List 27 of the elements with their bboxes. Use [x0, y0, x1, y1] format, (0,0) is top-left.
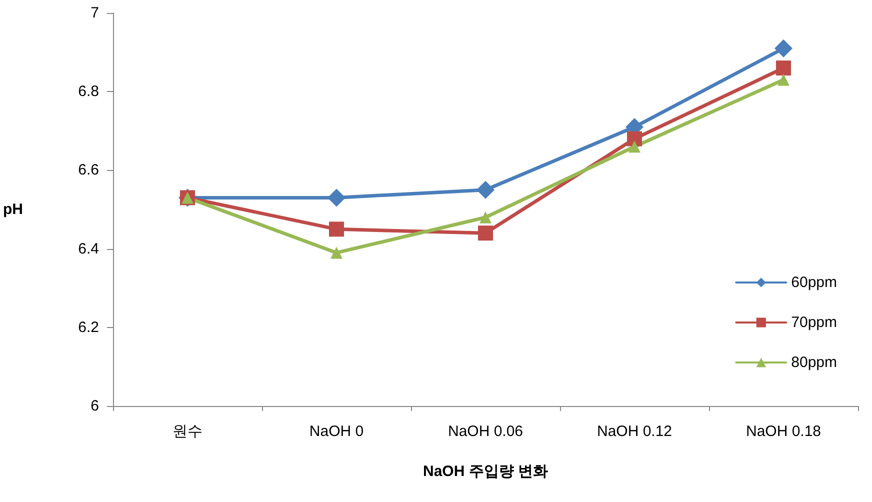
- x-axis-title: NaOH 주입량 변화: [422, 463, 548, 480]
- x-tick-label: NaOH 0: [309, 423, 364, 440]
- y-tick-label: 7: [90, 4, 99, 22]
- x-tick-label: 원수: [172, 423, 202, 440]
- x-tick-label: NaOH 0.18: [746, 423, 822, 440]
- point: [480, 211, 492, 224]
- point: [330, 246, 342, 259]
- legend-label: 60ppm: [791, 274, 838, 291]
- point: [476, 180, 494, 199]
- y-tick-label: 6.4: [78, 240, 99, 258]
- point: [774, 39, 792, 58]
- y-tick-label: 6.6: [78, 162, 99, 179]
- y-axis-title: pH: [2, 201, 23, 218]
- legend-label: 80ppm: [791, 354, 838, 371]
- point: [627, 131, 642, 146]
- x-tick-label: NaOH 0.12: [596, 423, 672, 440]
- point: [778, 74, 790, 86]
- y-tick-label: 6: [90, 398, 99, 414]
- y-tick-label: 6.2: [78, 318, 99, 336]
- legend-label: 70ppm: [791, 314, 838, 331]
- y-tick-label: 6.8: [78, 83, 99, 100]
- point: [328, 222, 344, 237]
- point: [628, 140, 640, 153]
- point: [327, 188, 346, 207]
- point: [776, 60, 791, 76]
- point: [478, 226, 493, 241]
- x-tick-label: NaOH 0.06: [448, 423, 524, 440]
